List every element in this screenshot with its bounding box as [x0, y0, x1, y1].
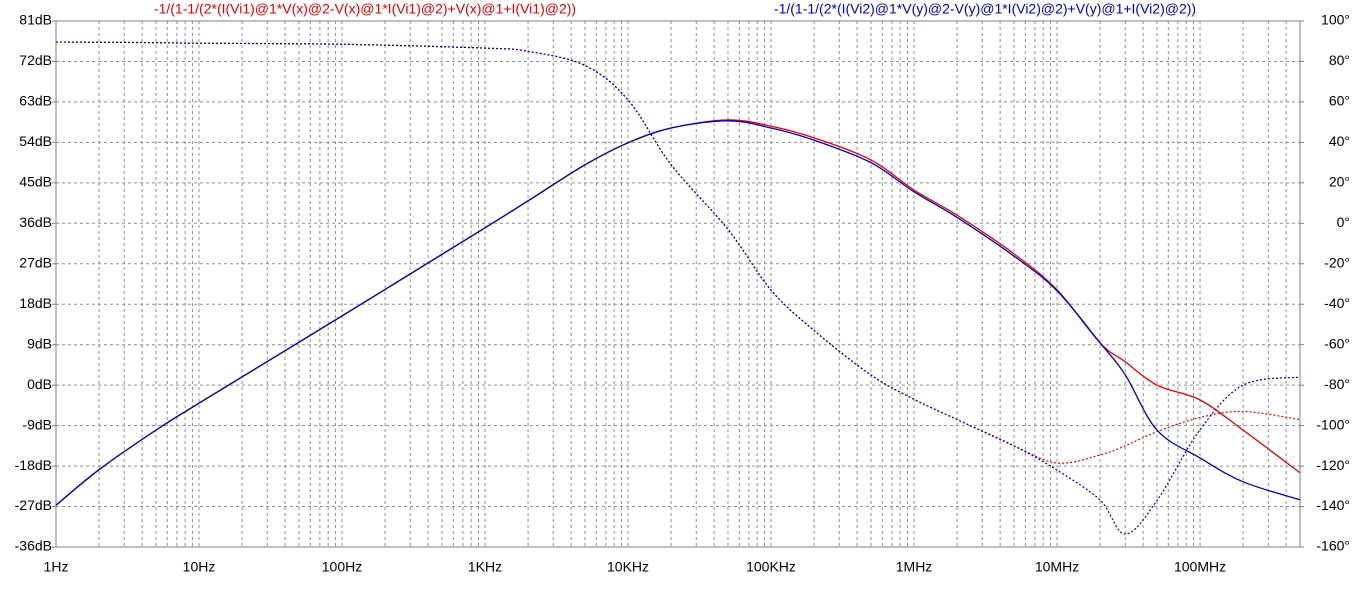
y2-tick-label: -40° — [1324, 295, 1350, 311]
y-tick-label: 9dB — [27, 335, 52, 351]
y2-tick-label: -120° — [1316, 457, 1350, 473]
legend-label: -1/(1-1/(2*(I(Vi1)@1*V(x)@2-V(x)@1*I(Vi1… — [154, 1, 576, 17]
y-tick-label: 45dB — [19, 174, 52, 190]
y2-tick-label: 60° — [1329, 93, 1350, 109]
y-tick-label: -9dB — [22, 416, 52, 432]
x-tick-label: 10KHz — [607, 559, 649, 575]
y2-tick-label: -80° — [1324, 376, 1350, 392]
y2-tick-label: 80° — [1329, 52, 1350, 68]
y2-tick-label: 20° — [1329, 174, 1350, 190]
y-tick-label: 54dB — [19, 133, 52, 149]
plot-border — [55, 20, 1301, 548]
y-tick-label: 0dB — [27, 376, 52, 392]
y2-tick-label: -100° — [1316, 416, 1350, 432]
y-tick-label: 27dB — [19, 254, 52, 270]
y2-tick-label: -140° — [1316, 497, 1350, 513]
y2-tick-label: 40° — [1329, 133, 1350, 149]
y2-tick-label: 100° — [1321, 12, 1350, 28]
y2-tick-label: -160° — [1316, 538, 1350, 554]
x-tick-label: 100Hz — [322, 559, 362, 575]
y2-tick-label: 0° — [1337, 214, 1350, 230]
phase-line — [55, 41, 1301, 535]
x-tick-label: 100MHz — [1174, 559, 1226, 575]
y-tick-label: 72dB — [19, 52, 52, 68]
y2-tick-label: -20° — [1324, 254, 1350, 270]
y-tick-label: -27dB — [15, 497, 52, 513]
y-tick-label: -18dB — [15, 457, 52, 473]
x-tick-label: 1MHz — [896, 559, 933, 575]
y2-tick-label: -60° — [1324, 335, 1350, 351]
y-tick-label: 81dB — [19, 12, 52, 28]
x-tick-label: 1Hz — [44, 559, 69, 575]
x-tick-label: 100KHz — [746, 559, 796, 575]
magnitude-line — [55, 120, 1301, 506]
y-tick-label: 63dB — [19, 93, 52, 109]
legend-label: -1/(1-1/(2*(I(Vi2)@1*V(y)@2-V(y)@1*I(Vi2… — [774, 1, 1196, 17]
y-tick-label: 36dB — [19, 214, 52, 230]
x-tick-label: 10Hz — [183, 559, 216, 575]
x-tick-label: 10MHz — [1035, 559, 1079, 575]
y-tick-label: -36dB — [15, 538, 52, 554]
y-tick-label: 18dB — [19, 295, 52, 311]
x-tick-label: 1KHz — [468, 559, 502, 575]
